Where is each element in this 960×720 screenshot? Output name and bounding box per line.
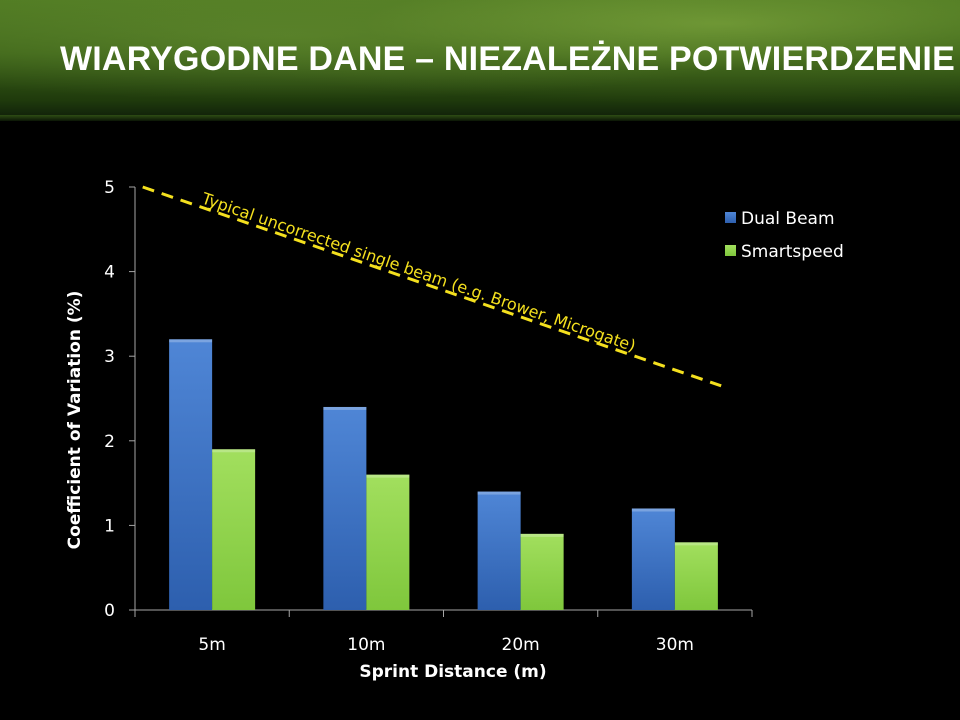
bar-smartspeed-20m [520,533,564,610]
bar-smartspeed-30m [674,542,718,610]
x-axis-label: Sprint Distance (m) [359,662,546,682]
slide-header [0,0,960,118]
bar-highlight [366,474,410,478]
legend-swatch [725,212,736,223]
x-tick-label: 10m [347,635,385,655]
bar-dual-beam-30m [631,508,675,610]
bar-dual-beam-10m [323,406,367,610]
bar-dual-beam-20m [477,491,521,610]
bar-dual-beam-5m [169,339,213,610]
y-tick-label: 0 [104,601,115,621]
x-tick-label: 20m [502,635,540,655]
x-tick-label: 30m [656,635,694,655]
bar-smartspeed-10m [366,474,410,610]
legend-label: Dual Beam [741,209,835,229]
legend-label: Smartspeed [741,242,844,262]
header-divider [0,115,960,121]
y-axis-label: Coefficient of Variation (%) [65,291,85,550]
x-tick-label: 5m [198,635,225,655]
y-tick-label: 3 [104,347,115,367]
reference-line-annotation: Typical uncorrected single beam (e.g. Br… [198,188,638,355]
plot-area: 0 1 2 3 4 5 5m 10m 20m 30m Typical uncorrected sin… [104,178,844,655]
bar-highlight [323,406,367,410]
y-tick-label: 5 [104,178,115,198]
y-tick-label: 2 [104,432,115,452]
bar-highlight [169,339,213,343]
bar-highlight [520,533,564,537]
bar-smartspeed-5m [212,449,256,610]
bar-highlight [674,542,718,546]
y-tick-label: 4 [104,263,115,283]
bar-highlight [212,449,256,453]
y-tick-label: 1 [104,516,115,536]
bar-highlight [477,491,521,495]
bar-highlight [631,508,675,512]
slide-title: WIARYGODNE DANE – NIEZALEŻNE POTWIERDZEN… [60,40,955,78]
legend-swatch [725,245,736,256]
reference-dashed-line [142,185,722,388]
